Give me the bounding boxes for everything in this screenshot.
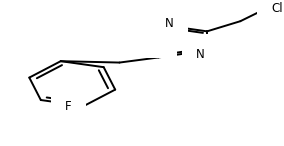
Text: O: O xyxy=(154,31,163,44)
Text: N: N xyxy=(196,48,204,61)
Text: Cl: Cl xyxy=(271,2,283,15)
Text: N: N xyxy=(165,17,174,30)
Text: F: F xyxy=(65,100,72,113)
